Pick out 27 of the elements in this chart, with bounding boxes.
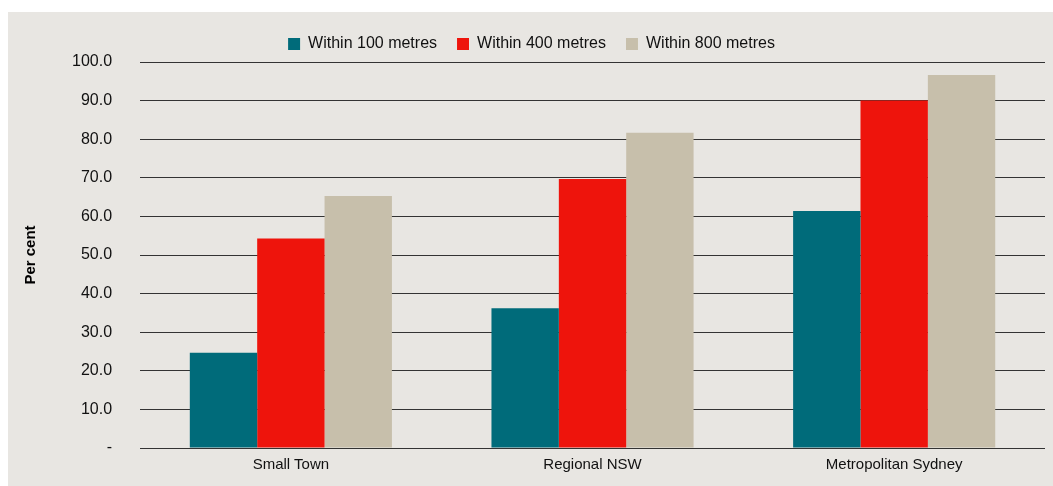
bar — [793, 211, 861, 448]
bar — [558, 178, 627, 448]
bar — [491, 308, 559, 448]
y-tick-label: 80.0 — [80, 129, 113, 147]
y-tick-label: 40.0 — [80, 284, 113, 302]
bar — [257, 238, 325, 448]
bar — [189, 352, 258, 448]
y-tick-label: 10.0 — [80, 399, 113, 417]
y-tick-label: 100.0 — [71, 52, 113, 70]
y-tick-label: 70.0 — [80, 168, 113, 186]
bar — [324, 195, 392, 448]
y-tick-label: 50.0 — [80, 245, 113, 263]
y-tick-label: - — [106, 438, 113, 456]
y-tick-label: 60.0 — [80, 206, 113, 224]
legend-label: Within 100 metres — [308, 34, 438, 52]
y-tick-label: 90.0 — [80, 91, 113, 109]
bar — [927, 75, 996, 448]
bar — [860, 100, 928, 448]
x-tick-label: Metropolitan Sydney — [825, 455, 964, 473]
legend-label: Within 400 metres — [477, 34, 606, 52]
y-axis-title: Per cent — [21, 225, 39, 285]
y-tick-label: 30.0 — [80, 322, 113, 340]
x-tick-label: Small Town — [252, 455, 330, 473]
bar — [626, 132, 694, 448]
x-tick-label: Regional NSW — [543, 455, 643, 473]
legend-label: Within 800 metres — [645, 34, 775, 52]
y-tick-label: 20.0 — [80, 361, 113, 379]
